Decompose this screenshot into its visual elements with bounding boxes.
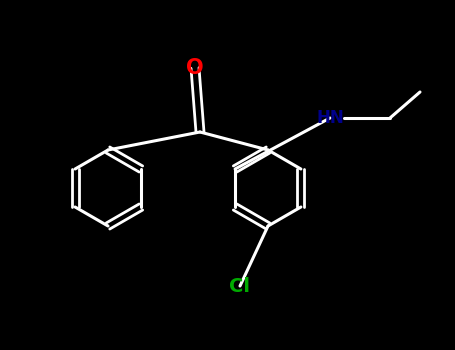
Text: O: O bbox=[186, 58, 204, 78]
Text: HN: HN bbox=[316, 109, 344, 127]
Text: Cl: Cl bbox=[229, 276, 251, 295]
